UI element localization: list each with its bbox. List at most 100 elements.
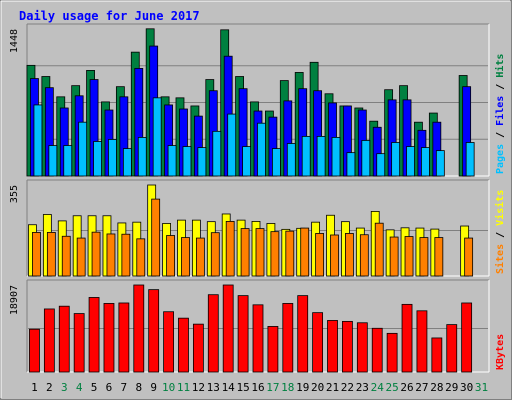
bar-sites-day-1: Sites 1: 170	[32, 232, 41, 277]
bar-pages-day-25: Pages 25: 330	[391, 142, 401, 177]
bar-pages-day-12: Pages 12: 280	[197, 147, 207, 177]
x-tick-label-day-28: 28	[430, 381, 443, 394]
x-tick-label-day-23: 23	[356, 381, 369, 394]
legend-entry: Hits	[494, 54, 506, 78]
bar-kbytes-day-15: KBytes 15: 16600	[237, 295, 249, 373]
bar-pages-day-10: Pages 10: 300	[167, 145, 177, 177]
bar-kbytes-day-3: KBytes 3: 14300	[58, 305, 70, 373]
legend-entry: Pages	[495, 144, 506, 174]
panel-top-legend: Pages / Files / Hits	[494, 54, 506, 174]
bar-pages-day-8: Pages 8: 380	[137, 137, 147, 177]
bar-kbytes-day-1: KBytes 1: 9300	[29, 328, 40, 373]
panel-bottom: 18907 KBytes KBytes 1: 9300KBytes 2: 13700…	[9, 279, 506, 373]
bar-pages-day-16: Pages 16: 520	[257, 122, 266, 177]
x-tick-label-day-3: 3	[61, 381, 68, 394]
panel-bottom-legend: KBytes	[495, 334, 506, 370]
bar-pages-day-14: Pages 14: 610	[227, 113, 237, 177]
bar-sites-day-25: Sites 25: 152	[389, 236, 399, 277]
bar-sites-day-13: Sites 13: 169	[210, 232, 220, 277]
bar-pages-day-2: Pages 2: 300	[48, 145, 58, 177]
bar-kbytes-day-17: KBytes 17: 9900	[267, 326, 279, 373]
bar-kbytes-day-10: KBytes 10: 13100	[163, 311, 174, 373]
bar-sites-day-6: Sites 6: 164	[106, 233, 116, 277]
bar-kbytes-day-19: KBytes 19: 16600	[297, 295, 309, 373]
bar-pages-day-26: Pages 26: 290	[406, 146, 415, 177]
x-tick-label-day-27: 27	[415, 381, 428, 394]
x-tick-label-day-30: 30	[460, 381, 473, 394]
bar-kbytes-day-18: KBytes 18: 14900	[282, 303, 294, 373]
bar-pages-day-19: Pages 19: 390	[301, 136, 311, 177]
x-tick-label-day-8: 8	[135, 381, 142, 394]
bar-kbytes-day-24: KBytes 24: 9500	[371, 327, 383, 373]
bar-kbytes-day-14: KBytes 14: 18907	[222, 284, 234, 373]
bar-sites-day-24: Sites 24: 206	[374, 222, 384, 277]
legend-entry: Sites	[494, 244, 506, 274]
bar-pages-day-11: Pages 11: 290	[182, 146, 192, 177]
bar-kbytes-day-4: KBytes 4: 12700	[73, 313, 85, 373]
bar-kbytes-day-27: KBytes 27: 13300	[416, 310, 428, 373]
bar-sites-day-11: Sites 11: 150	[181, 237, 190, 277]
x-tick-label-day-31: 31	[475, 381, 488, 394]
x-tick-label-day-13: 13	[207, 381, 220, 394]
bar-sites-day-27: Sites 27: 150	[419, 237, 429, 277]
bar-kbytes-day-11: KBytes 11: 11700	[178, 317, 189, 373]
bar-sites-day-17: Sites 17: 173	[270, 231, 280, 277]
x-tick-label-day-19: 19	[296, 381, 309, 394]
bar-kbytes-day-25: KBytes 25: 8400	[386, 332, 398, 373]
x-tick-label-day-5: 5	[91, 381, 98, 394]
bar-sites-day-15: Sites 15: 185	[240, 228, 250, 277]
x-tick-label-day-15: 15	[236, 381, 249, 394]
bar-sites-day-2: Sites 2: 170	[46, 232, 56, 277]
panel-middle-legend: Sites / Visits	[494, 190, 506, 274]
bar-kbytes-day-23: KBytes 23: 10700	[356, 322, 368, 373]
x-tick-label-day-11: 11	[177, 381, 190, 394]
x-tick-label-day-24: 24	[371, 381, 385, 394]
x-tick-label-day-4: 4	[76, 381, 83, 394]
bar-pages-day-1: Pages 1: 700	[33, 104, 43, 177]
bar-pages-day-4: Pages 4: 530	[78, 121, 88, 177]
legend-entry: /	[495, 126, 506, 144]
bar-pages-day-24: Pages 24: 220	[376, 153, 386, 177]
bar-kbytes-day-26: KBytes 26: 14700	[401, 303, 413, 373]
bar-pages-day-15: Pages 15: 290	[242, 146, 251, 177]
bar-sites-day-22: Sites 22: 166	[345, 233, 354, 277]
bar-kbytes-day-29: KBytes 29: 10300	[446, 324, 458, 373]
bar-sites-day-12: Sites 12: 148	[195, 237, 205, 277]
bar-pages-day-9: Pages 9: 770	[152, 97, 162, 177]
bar-pages-day-13: Pages 13: 440	[212, 130, 222, 177]
bar-kbytes-day-5: KBytes 5: 16200	[88, 297, 100, 373]
bar-pages-day-27: Pages 27: 280	[421, 147, 430, 177]
x-tick-label-day-2: 2	[46, 381, 53, 394]
x-tick-label-day-1: 1	[31, 381, 38, 394]
bar-pages-day-18: Pages 18: 320	[286, 143, 296, 177]
bar-sites-day-9: Sites 9: 300	[151, 198, 161, 277]
bar-sites-day-18: Sites 18: 175	[285, 230, 295, 277]
x-tick-label-day-18: 18	[281, 381, 294, 394]
bar-sites-day-4: Sites 4: 148	[76, 237, 86, 277]
bar-sites-day-16: Sites 16: 185	[255, 228, 265, 277]
bar-sites-day-20: Sites 20: 166	[315, 233, 325, 277]
bar-kbytes-day-28: KBytes 28: 7400	[431, 337, 443, 373]
bar-sites-day-3: Sites 3: 155	[61, 235, 71, 277]
legend-entry: KBytes	[495, 334, 506, 370]
legend-entry: Files	[494, 96, 506, 126]
x-tick-label-day-17: 17	[266, 381, 279, 394]
bar-sites-day-14: Sites 14: 213	[225, 220, 235, 277]
x-tick-label-day-22: 22	[341, 381, 354, 394]
bar-kbytes-day-20: KBytes 20: 12900	[312, 312, 324, 373]
x-tick-label-day-29: 29	[445, 381, 458, 394]
panel-top-max-label: 1448	[9, 29, 20, 53]
bar-pages-day-17: Pages 17: 270	[272, 148, 281, 177]
x-tick-label-day-7: 7	[121, 381, 128, 394]
bar-kbytes-day-16: KBytes 16: 14600	[252, 304, 264, 373]
bar-sites-day-8: Sites 8: 145	[136, 238, 146, 277]
bar-sites-day-7: Sites 7: 163	[121, 233, 131, 277]
panel-middle-max-label: 355	[9, 185, 20, 203]
x-tick-label-day-9: 9	[150, 381, 157, 394]
bar-pages-day-28: Pages 28: 250	[435, 150, 445, 177]
bar-kbytes-day-2: KBytes 2: 13700	[43, 308, 55, 373]
